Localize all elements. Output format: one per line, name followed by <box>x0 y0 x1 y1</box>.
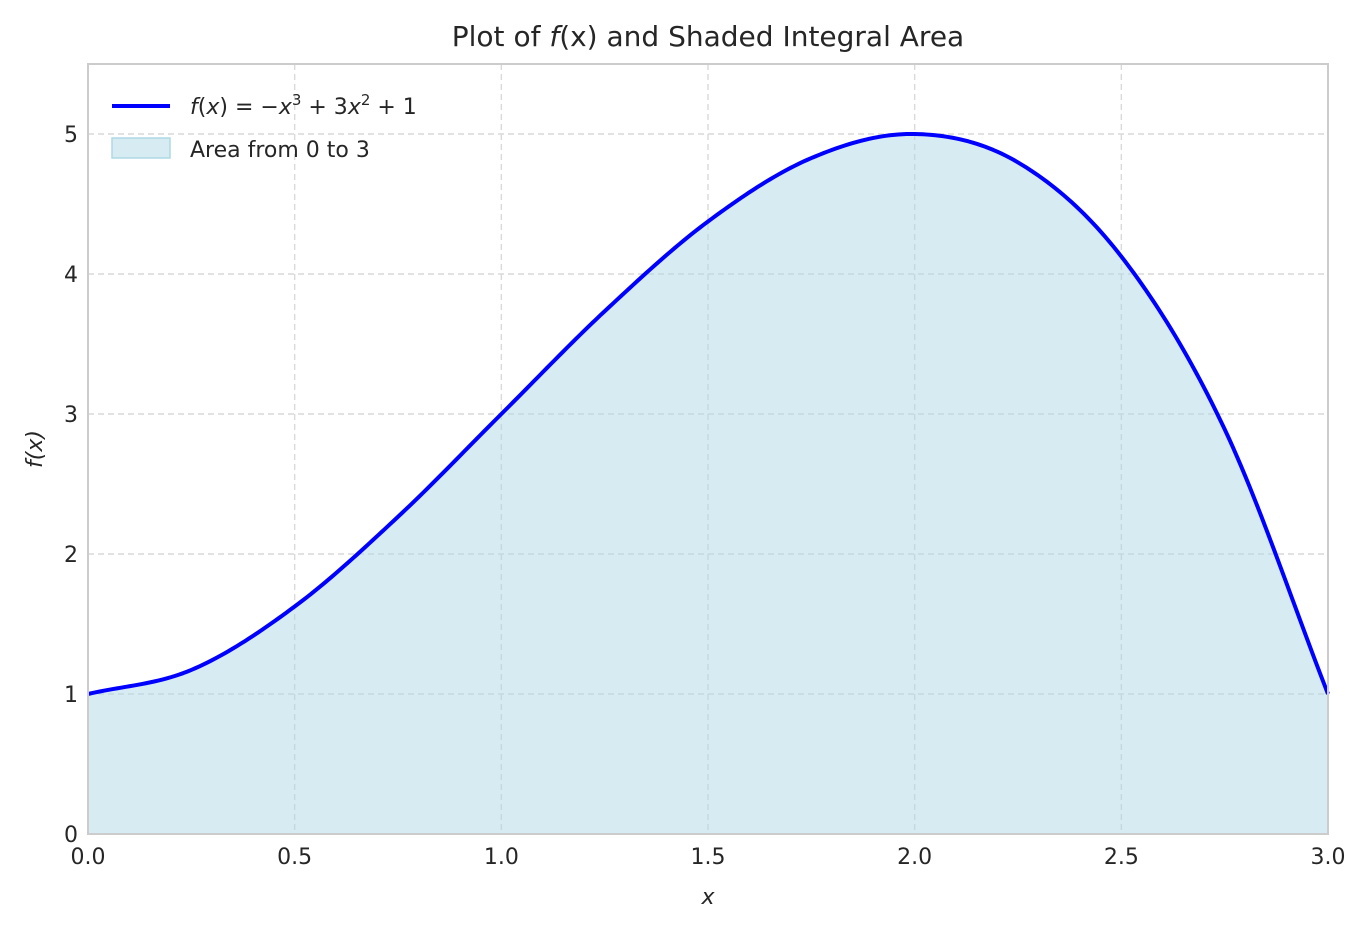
x-tick-label: 1.0 <box>484 845 519 870</box>
x-tick-label: 0.5 <box>277 845 312 870</box>
function-curve <box>87 131 1330 696</box>
integral-area <box>88 133 1328 835</box>
legend-area-swatch <box>111 137 171 159</box>
plot-frame <box>87 63 1329 835</box>
y-tick-label: 2 <box>64 543 78 568</box>
y-axis-label: f(x) <box>23 430 48 468</box>
legend-label-line: f(x) = −x3 + 3x2 + 1 <box>190 91 417 120</box>
y-ticks: 0 1 2 3 4 5 <box>64 123 78 848</box>
x-ticks: 0.0 0.5 1.0 1.5 2.0 2.5 3.0 <box>71 845 1346 870</box>
legend-label-area: Area from 0 to 3 <box>190 138 370 163</box>
y-tick-label: 4 <box>64 263 78 288</box>
y-tick-label: 1 <box>64 683 78 708</box>
x-tick-label: 3.0 <box>1311 845 1346 870</box>
y-tick-label: 0 <box>64 823 78 848</box>
y-tick-label: 3 <box>64 403 78 428</box>
x-tick-label: 2.5 <box>1104 845 1139 870</box>
x-axis-label: x <box>700 885 715 910</box>
x-tick-label: 0.0 <box>71 845 106 870</box>
y-tick-label: 5 <box>64 123 78 148</box>
chart-title: Plot of f(x) and Shaded Integral Area <box>452 20 964 53</box>
area-layer <box>88 133 1328 835</box>
x-tick-label: 2.0 <box>897 845 932 870</box>
legend: f(x) = −x3 + 3x2 + 1 Area from 0 to 3 <box>111 91 417 163</box>
line-layer <box>87 131 1330 696</box>
x-tick-label: 1.5 <box>691 845 726 870</box>
